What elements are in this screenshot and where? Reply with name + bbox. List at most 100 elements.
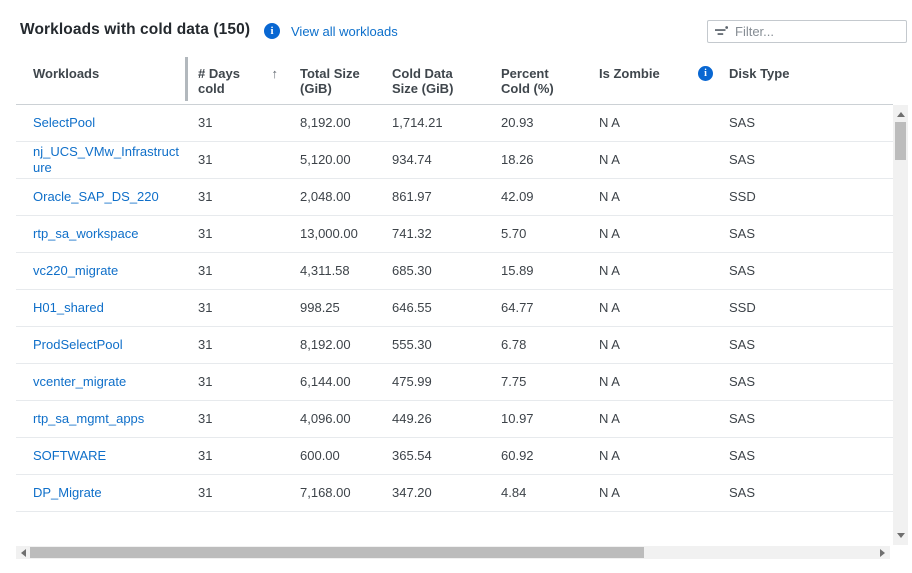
workload-link[interactable]: rtp_sa_workspace (33, 225, 139, 241)
cell-cold-data-size: 347.20 (392, 474, 501, 512)
table-row: SelectPool 31 8,192.00 1,714.21 20.93 N … (16, 104, 893, 142)
column-header-disk-type[interactable]: Disk Type (729, 55, 893, 105)
workload-link[interactable]: DP_Migrate (33, 484, 102, 500)
cell-disk-type: SAS (729, 104, 893, 142)
cell-disk-type: SAS (729, 215, 893, 253)
table-header-row: Workloads # Days cold ↑ Total Size (GiB)… (16, 55, 893, 105)
cell-cold-data-size: 1,714.21 (392, 104, 501, 142)
cell-total-size: 600.00 (300, 437, 392, 475)
cell-days-cold: 31 (198, 326, 300, 364)
column-header-workloads[interactable]: Workloads (16, 55, 198, 105)
cell-days-cold: 31 (198, 474, 300, 512)
column-label: Is Zombie (599, 66, 660, 81)
cell-percent-cold: 7.75 (501, 363, 599, 401)
cell-percent-cold: 20.93 (501, 104, 599, 142)
column-header-total-size[interactable]: Total Size (GiB) (300, 55, 392, 105)
cell-percent-cold: 6.78 (501, 326, 599, 364)
scroll-right-arrow-icon[interactable] (880, 549, 885, 557)
cell-cold-data-size: 741.32 (392, 215, 501, 253)
vertical-scrollbar-thumb[interactable] (895, 122, 906, 160)
table-row: ProdSelectPool 31 8,192.00 555.30 6.78 N… (16, 326, 893, 364)
cell-is-zombie: N A (599, 215, 729, 253)
cell-is-zombie: N A (599, 178, 729, 216)
cell-days-cold: 31 (198, 104, 300, 142)
cell-percent-cold: 15.89 (501, 252, 599, 290)
cell-cold-data-size: 934.74 (392, 141, 501, 179)
column-header-days-cold[interactable]: # Days cold ↑ (198, 55, 300, 105)
cell-cold-data-size: 365.54 (392, 437, 501, 475)
column-resize-divider[interactable] (185, 57, 188, 101)
cell-total-size: 8,192.00 (300, 326, 392, 364)
table-row: DP_Migrate 31 7,168.00 347.20 4.84 N A S… (16, 474, 893, 512)
scroll-left-arrow-icon[interactable] (21, 549, 26, 557)
table-row: vcenter_migrate 31 6,144.00 475.99 7.75 … (16, 363, 893, 401)
column-label: Disk Type (729, 66, 790, 81)
cell-cold-data-size: 475.99 (392, 363, 501, 401)
column-label: # Days cold (198, 66, 240, 96)
cell-percent-cold: 60.92 (501, 437, 599, 475)
cell-total-size: 8,192.00 (300, 104, 392, 142)
cell-percent-cold: 64.77 (501, 289, 599, 327)
table-row: vc220_migrate 31 4,311.58 685.30 15.89 N… (16, 252, 893, 290)
column-header-is-zombie[interactable]: Is Zombie i (599, 55, 729, 105)
cell-disk-type: SAS (729, 474, 893, 512)
cell-is-zombie: N A (599, 326, 729, 364)
cell-cold-data-size: 685.30 (392, 252, 501, 290)
horizontal-scrollbar-thumb[interactable] (30, 547, 644, 558)
filter-input[interactable] (735, 24, 899, 39)
scroll-up-arrow-icon[interactable] (897, 112, 905, 117)
scroll-down-arrow-icon[interactable] (897, 533, 905, 538)
cell-disk-type: SAS (729, 400, 893, 438)
table-row: Oracle_SAP_DS_220 31 2,048.00 861.97 42.… (16, 178, 893, 216)
horizontal-scrollbar[interactable] (16, 546, 890, 559)
table-row: rtp_sa_workspace 31 13,000.00 741.32 5.7… (16, 215, 893, 253)
cell-days-cold: 31 (198, 252, 300, 290)
cell-total-size: 13,000.00 (300, 215, 392, 253)
cell-cold-data-size: 449.26 (392, 400, 501, 438)
cell-disk-type: SSD (729, 178, 893, 216)
column-header-cold-data-size[interactable]: Cold Data Size (GiB) (392, 55, 501, 105)
table-row: rtp_sa_mgmt_apps 31 4,096.00 449.26 10.9… (16, 400, 893, 438)
cell-disk-type: SSD (729, 289, 893, 327)
cell-days-cold: 31 (198, 289, 300, 327)
workload-link[interactable]: vcenter_migrate (33, 373, 127, 389)
column-header-percent-cold[interactable]: Percent Cold (%) (501, 55, 599, 105)
cold-data-table: Workloads # Days cold ↑ Total Size (GiB)… (16, 55, 893, 512)
cell-total-size: 998.25 (300, 289, 392, 327)
workload-link[interactable]: nj_UCS_VMw_Infrastructure (33, 143, 179, 175)
cell-total-size: 2,048.00 (300, 178, 392, 216)
cell-total-size: 6,144.00 (300, 363, 392, 401)
cell-cold-data-size: 555.30 (392, 326, 501, 364)
workload-link[interactable]: SelectPool (33, 114, 96, 130)
cell-disk-type: SAS (729, 437, 893, 475)
cell-percent-cold: 18.26 (501, 141, 599, 179)
workload-link[interactable]: vc220_migrate (33, 262, 119, 278)
filter-icon (715, 26, 728, 37)
info-icon[interactable]: i (264, 23, 280, 39)
cell-days-cold: 31 (198, 363, 300, 401)
cell-days-cold: 31 (198, 215, 300, 253)
workload-link[interactable]: Oracle_SAP_DS_220 (33, 188, 159, 204)
vertical-scrollbar[interactable] (893, 105, 908, 545)
workload-link[interactable]: ProdSelectPool (33, 336, 123, 352)
cell-is-zombie: N A (599, 437, 729, 475)
widget-title: Workloads with cold data (150) (20, 21, 251, 38)
cell-is-zombie: N A (599, 141, 729, 179)
cell-is-zombie: N A (599, 474, 729, 512)
cell-total-size: 5,120.00 (300, 141, 392, 179)
cell-percent-cold: 4.84 (501, 474, 599, 512)
cell-total-size: 7,168.00 (300, 474, 392, 512)
workload-link[interactable]: rtp_sa_mgmt_apps (33, 410, 145, 426)
workload-link[interactable]: SOFTWARE (33, 447, 107, 463)
cell-days-cold: 31 (198, 437, 300, 475)
info-icon[interactable]: i (698, 66, 713, 81)
sort-ascending-icon[interactable]: ↑ (271, 66, 279, 81)
cell-percent-cold: 5.70 (501, 215, 599, 253)
cell-disk-type: SAS (729, 252, 893, 290)
view-all-workloads-link[interactable]: View all workloads (291, 24, 398, 39)
workload-link[interactable]: H01_shared (33, 299, 104, 315)
table-row: nj_UCS_VMw_Infrastructure 31 5,120.00 93… (16, 141, 893, 179)
cell-is-zombie: N A (599, 363, 729, 401)
cell-disk-type: SAS (729, 363, 893, 401)
